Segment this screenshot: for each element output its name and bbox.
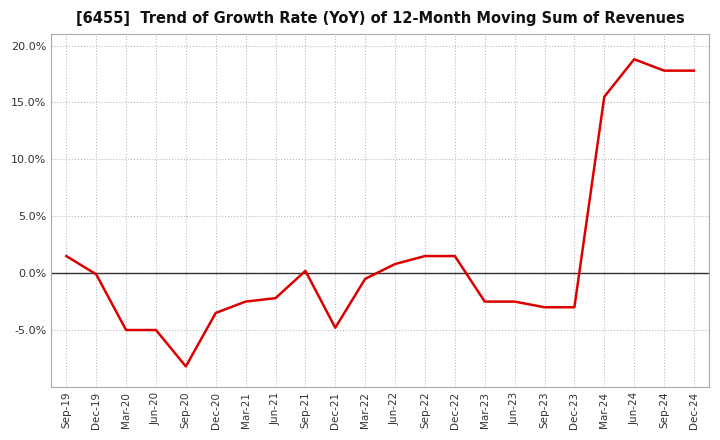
- Title: [6455]  Trend of Growth Rate (YoY) of 12-Month Moving Sum of Revenues: [6455] Trend of Growth Rate (YoY) of 12-…: [76, 11, 685, 26]
